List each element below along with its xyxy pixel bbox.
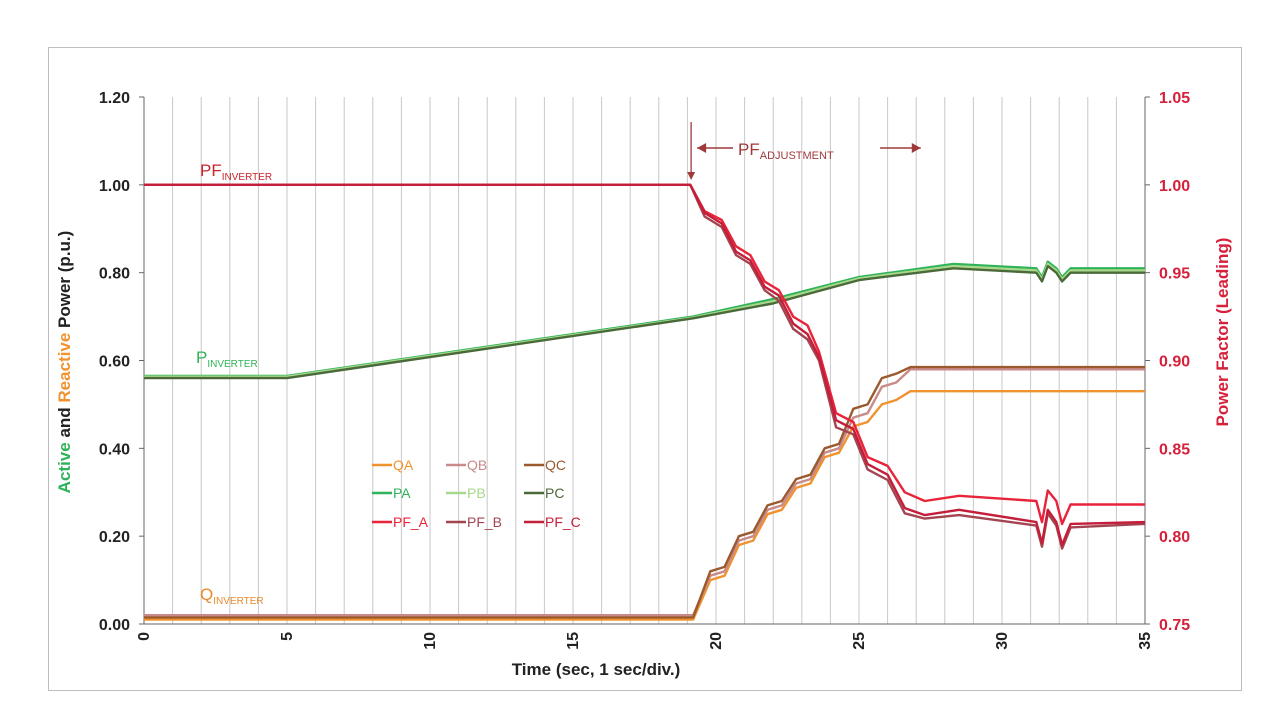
legend-label: QB xyxy=(467,457,487,473)
legend-label: PF_A xyxy=(393,514,429,530)
pf-adjustment-arrowhead-left xyxy=(697,143,707,153)
tick-labels: 0.00 0.20 0.40 0.60 0.80 1.00 1.20 0.75 0.80 0.85… xyxy=(99,90,1190,650)
y-right-tick-label: 0.95 xyxy=(1159,266,1190,283)
p-inverter-sub: INVERTER xyxy=(207,359,257,370)
legend-label: PB xyxy=(467,485,486,501)
p-inverter-main: P xyxy=(196,348,207,367)
pf-adjustment-marker-head xyxy=(687,172,696,180)
series-line-pf-c xyxy=(144,183,1146,547)
series-line-pf-a xyxy=(144,183,1145,526)
series-layer xyxy=(144,183,1146,621)
y-axis-left-title-part: Reactive xyxy=(55,333,74,403)
legend-label: PF_C xyxy=(545,514,581,530)
y-axis-right-title: Power Factor (Leading) xyxy=(1213,238,1232,427)
legend-label: PA xyxy=(393,485,411,501)
y-right-tick-label: 0.90 xyxy=(1159,354,1190,371)
y-axis-left-title-part: and xyxy=(55,403,74,443)
legend-label: PC xyxy=(545,485,564,501)
pf-adjustment-sub: ADJUSTMENT xyxy=(760,150,834,162)
y-right-tick-label: 0.80 xyxy=(1159,529,1190,546)
pf-inverter-label: PFINVERTER xyxy=(200,161,272,183)
pf-adjustment-annotation: PFADJUSTMENT xyxy=(687,122,921,180)
y-left-tick-label: 1.20 xyxy=(99,90,130,107)
annotations: PFINVERTER PINVERTER QINVERTER PFADJUSTM… xyxy=(196,122,921,607)
y-left-tick-label: 0.40 xyxy=(99,441,130,458)
x-tick-label: 10 xyxy=(422,632,439,650)
legend-label: QA xyxy=(393,457,414,473)
legend-label: PF_B xyxy=(467,514,502,530)
x-axis-title: Time (sec, 1 sec/div.) xyxy=(512,660,681,679)
x-tick-label: 15 xyxy=(565,632,582,650)
series-line-qa xyxy=(144,390,1145,621)
y-left-tick-label: 0.20 xyxy=(99,529,130,546)
axes xyxy=(139,96,1150,625)
series-line-qc xyxy=(144,365,1145,619)
y-right-tick-label: 0.75 xyxy=(1159,617,1190,634)
series-line-pc xyxy=(144,264,1145,380)
pf-inverter-main: PF xyxy=(200,161,222,180)
y-left-tick-label: 0.80 xyxy=(99,266,130,283)
x-tick-label: 5 xyxy=(279,632,296,641)
pf-inverter-sub: INVERTER xyxy=(222,172,272,183)
q-inverter-label: QINVERTER xyxy=(200,585,264,607)
q-inverter-main: Q xyxy=(200,585,213,604)
y-left-tick-label: 0.00 xyxy=(99,617,130,634)
x-tick-label: 30 xyxy=(994,632,1011,650)
y-axis-left-title-part: Power (p.u.) xyxy=(55,231,74,333)
x-tick-label: 25 xyxy=(851,632,868,650)
p-inverter-label: PINVERTER xyxy=(196,348,258,370)
y-left-tick-label: 1.00 xyxy=(99,178,130,195)
legend-label: QC xyxy=(545,457,566,473)
x-tick-label: 35 xyxy=(1137,632,1154,650)
grid xyxy=(143,97,1146,624)
pf-adjustment-arrowhead-right xyxy=(911,143,921,153)
series-line-qb xyxy=(144,368,1145,617)
x-tick-label: 0 xyxy=(136,632,153,641)
y-axis-left-title-part: Active xyxy=(55,442,74,493)
pf-adjustment-label: PFADJUSTMENT xyxy=(738,140,834,162)
y-left-tick-label: 0.60 xyxy=(99,354,130,371)
series-line-pb xyxy=(144,262,1145,378)
q-inverter-sub: INVERTER xyxy=(213,596,263,607)
series-line-pa xyxy=(144,260,1145,378)
y-right-tick-label: 0.85 xyxy=(1159,441,1190,458)
x-tick-label: 20 xyxy=(708,632,725,650)
y-right-tick-label: 1.05 xyxy=(1159,90,1190,107)
y-right-tick-label: 1.00 xyxy=(1159,178,1190,195)
legend: QA QB QC PA PB PC PF_A PF_B PF_C xyxy=(372,457,581,530)
y-axis-left-title: Active and Reactive Power (p.u.) xyxy=(55,231,74,494)
pf-adjustment-main: PF xyxy=(738,140,760,159)
